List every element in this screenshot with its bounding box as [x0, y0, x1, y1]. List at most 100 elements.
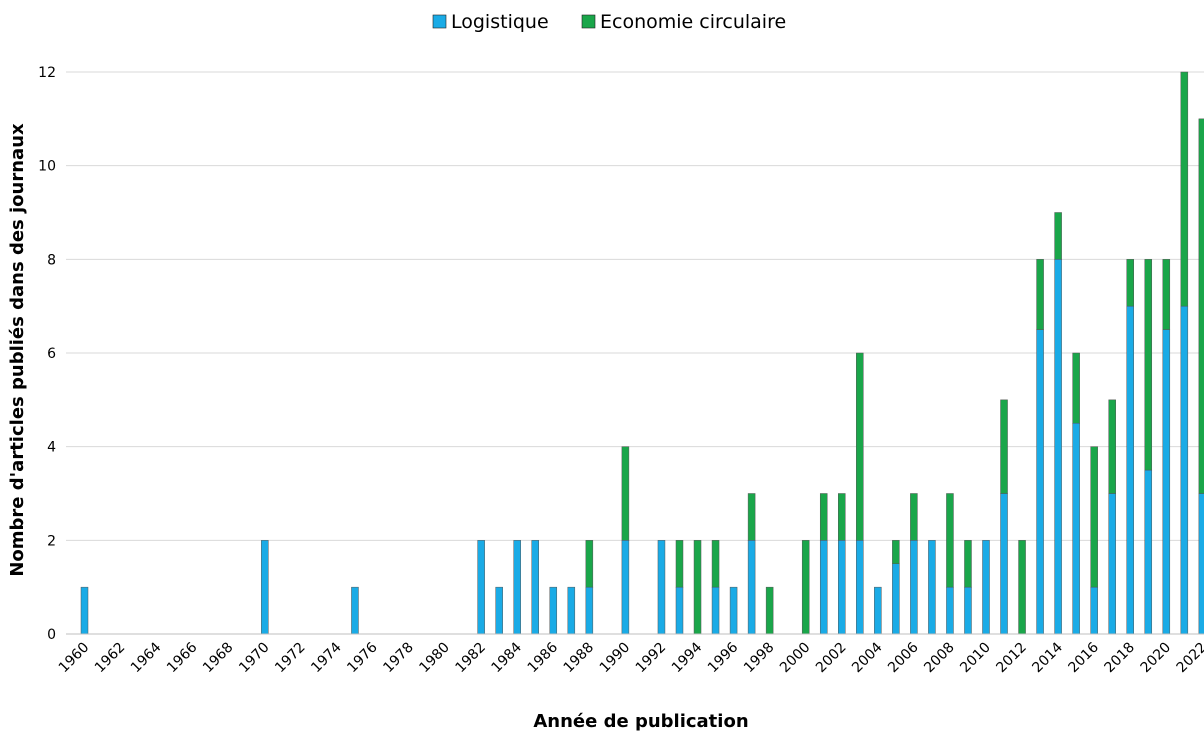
x-tick-label: 2000 — [777, 640, 814, 677]
gridlines — [66, 71, 1204, 541]
bar-economie-circulaire-2000 — [801, 540, 810, 635]
bar-logistique-1988 — [585, 586, 594, 635]
bar-logistique-1987 — [567, 586, 576, 635]
bar-economie-circulaire-2016 — [1090, 446, 1098, 588]
bar-logistique-1975 — [351, 586, 359, 635]
bar-logistique-2008 — [946, 586, 954, 635]
x-tick-label: 2016 — [1065, 639, 1102, 676]
bar-logistique-2014 — [1054, 259, 1062, 635]
bar-logistique-2010 — [982, 540, 990, 635]
bar-logistique-1984 — [513, 540, 521, 635]
legend: Logistique Economie circulaire — [432, 11, 786, 33]
x-axis-title: Année de publication — [533, 711, 748, 732]
bar-economie-circulaire-2020 — [1162, 259, 1171, 330]
bar-logistique-1960 — [80, 586, 89, 635]
bar-logistique-1996 — [729, 586, 738, 635]
legend-swatch-logistique — [432, 14, 447, 29]
x-tick-label: 1996 — [705, 639, 742, 676]
bar-logistique-2009 — [964, 586, 972, 635]
bar-economie-circulaire-2008 — [946, 493, 954, 588]
x-tick-label: 1976 — [344, 639, 381, 676]
bar-logistique-1995 — [711, 586, 720, 635]
bar-economie-circulaire-2017 — [1108, 399, 1116, 494]
x-tick-label: 1966 — [164, 639, 201, 676]
bar-economie-circulaire-2022 — [1198, 118, 1204, 494]
bar-logistique-2006 — [910, 540, 918, 635]
legend-label-logistique: Logistique — [451, 11, 549, 33]
x-tick-label: 2008 — [921, 640, 958, 677]
x-tick-label: 1992 — [633, 640, 670, 677]
y-tick-label: 0 — [47, 627, 56, 643]
bar-economie-circulaire-2015 — [1072, 352, 1080, 424]
x-tick-label: 1980 — [416, 640, 453, 677]
bar-economie-circulaire-1990 — [621, 446, 630, 541]
x-tick-label: 2018 — [1102, 640, 1139, 677]
x-tick-label: 1972 — [272, 640, 309, 677]
y-tick-label: 8 — [47, 252, 56, 268]
bar-logistique-1970 — [261, 540, 269, 635]
x-tick-label: 2014 — [1029, 639, 1066, 676]
x-tick-label: 2004 — [849, 639, 886, 676]
bar-economie-circulaire-1993 — [675, 540, 684, 588]
x-tick-label: 1998 — [741, 640, 778, 677]
x-tick-label: 1990 — [597, 640, 634, 677]
bar-economie-circulaire-2021 — [1180, 71, 1189, 307]
bar-economie-circulaire-2012 — [1018, 540, 1026, 635]
bar-logistique-2004 — [874, 586, 882, 635]
x-tick-label: 1962 — [92, 640, 129, 677]
x-tick-label: 2022 — [1174, 640, 1204, 677]
x-tick-label: 2006 — [885, 639, 922, 676]
y-tick-label: 6 — [47, 346, 56, 362]
bar-logistique-2013 — [1036, 329, 1044, 635]
bar-economie-circulaire-2013 — [1036, 259, 1044, 330]
x-tick-label: 2020 — [1138, 640, 1175, 677]
x-tick-label: 1982 — [452, 640, 489, 677]
y-tick-label: 2 — [47, 533, 56, 549]
legend-swatch-economie-circulaire — [581, 14, 596, 29]
bar-logistique-2011 — [1000, 493, 1008, 635]
bar-logistique-1982 — [477, 540, 485, 635]
legend-label-economie-circulaire: Economie circulaire — [600, 11, 786, 33]
bar-economie-circulaire-1995 — [711, 540, 720, 588]
y-tick-label: 4 — [47, 440, 56, 456]
x-tick-label: 1960 — [56, 640, 93, 677]
bar-economie-circulaire-1988 — [585, 540, 594, 588]
bar-economie-circulaire-2019 — [1144, 259, 1153, 471]
bar-logistique-2018 — [1126, 305, 1134, 635]
y-tick-label: 10 — [38, 159, 56, 175]
bar-logistique-2007 — [928, 540, 936, 635]
bar-logistique-2005 — [892, 563, 900, 635]
x-axis-ticks: 1960 1962 1964 1966 1968 1970 1972 1974 1976 1978… — [56, 639, 1204, 676]
bar-economie-circulaire-2009 — [964, 540, 972, 588]
bar-economie-circulaire-2011 — [1000, 399, 1008, 494]
bar-logistique-1985 — [531, 540, 539, 635]
bar-logistique-2017 — [1108, 493, 1116, 635]
x-tick-label: 1974 — [308, 639, 345, 676]
bar-economie-circulaire-2005 — [892, 540, 900, 564]
x-tick-label: 2010 — [957, 640, 994, 677]
x-tick-label: 1986 — [525, 639, 562, 676]
bar-economie-circulaire-2003 — [856, 352, 864, 541]
x-tick-label: 1970 — [236, 640, 273, 677]
bar-logistique-1992 — [657, 540, 666, 635]
bar-logistique-2002 — [838, 540, 846, 635]
x-tick-label: 2002 — [813, 640, 850, 677]
bar-logistique-1986 — [549, 586, 558, 635]
y-axis-title: Nombre d'articles publiés dans des journ… — [7, 123, 28, 577]
bar-economie-circulaire-2006 — [910, 493, 918, 541]
bar-economie-circulaire-1998 — [765, 586, 774, 635]
y-axis-ticks: 0 2 4 6 8 10 12 — [38, 65, 56, 643]
bar-economie-circulaire-2014 — [1054, 212, 1062, 260]
x-tick-label: 2012 — [993, 640, 1030, 677]
x-tick-label: 1978 — [380, 640, 417, 677]
bar-economie-circulaire-2002 — [838, 493, 846, 541]
bar-logistique-2003 — [856, 540, 864, 635]
bar-logistique-2016 — [1090, 586, 1098, 635]
bar-logistique-1997 — [747, 540, 756, 635]
y-tick-label: 12 — [38, 65, 56, 81]
bar-economie-circulaire-2018 — [1126, 259, 1134, 307]
bar-logistique-1983 — [495, 586, 503, 635]
bar-economie-circulaire-1994 — [693, 540, 702, 635]
bars — [80, 71, 1204, 635]
bar-logistique-2022 — [1198, 493, 1204, 635]
